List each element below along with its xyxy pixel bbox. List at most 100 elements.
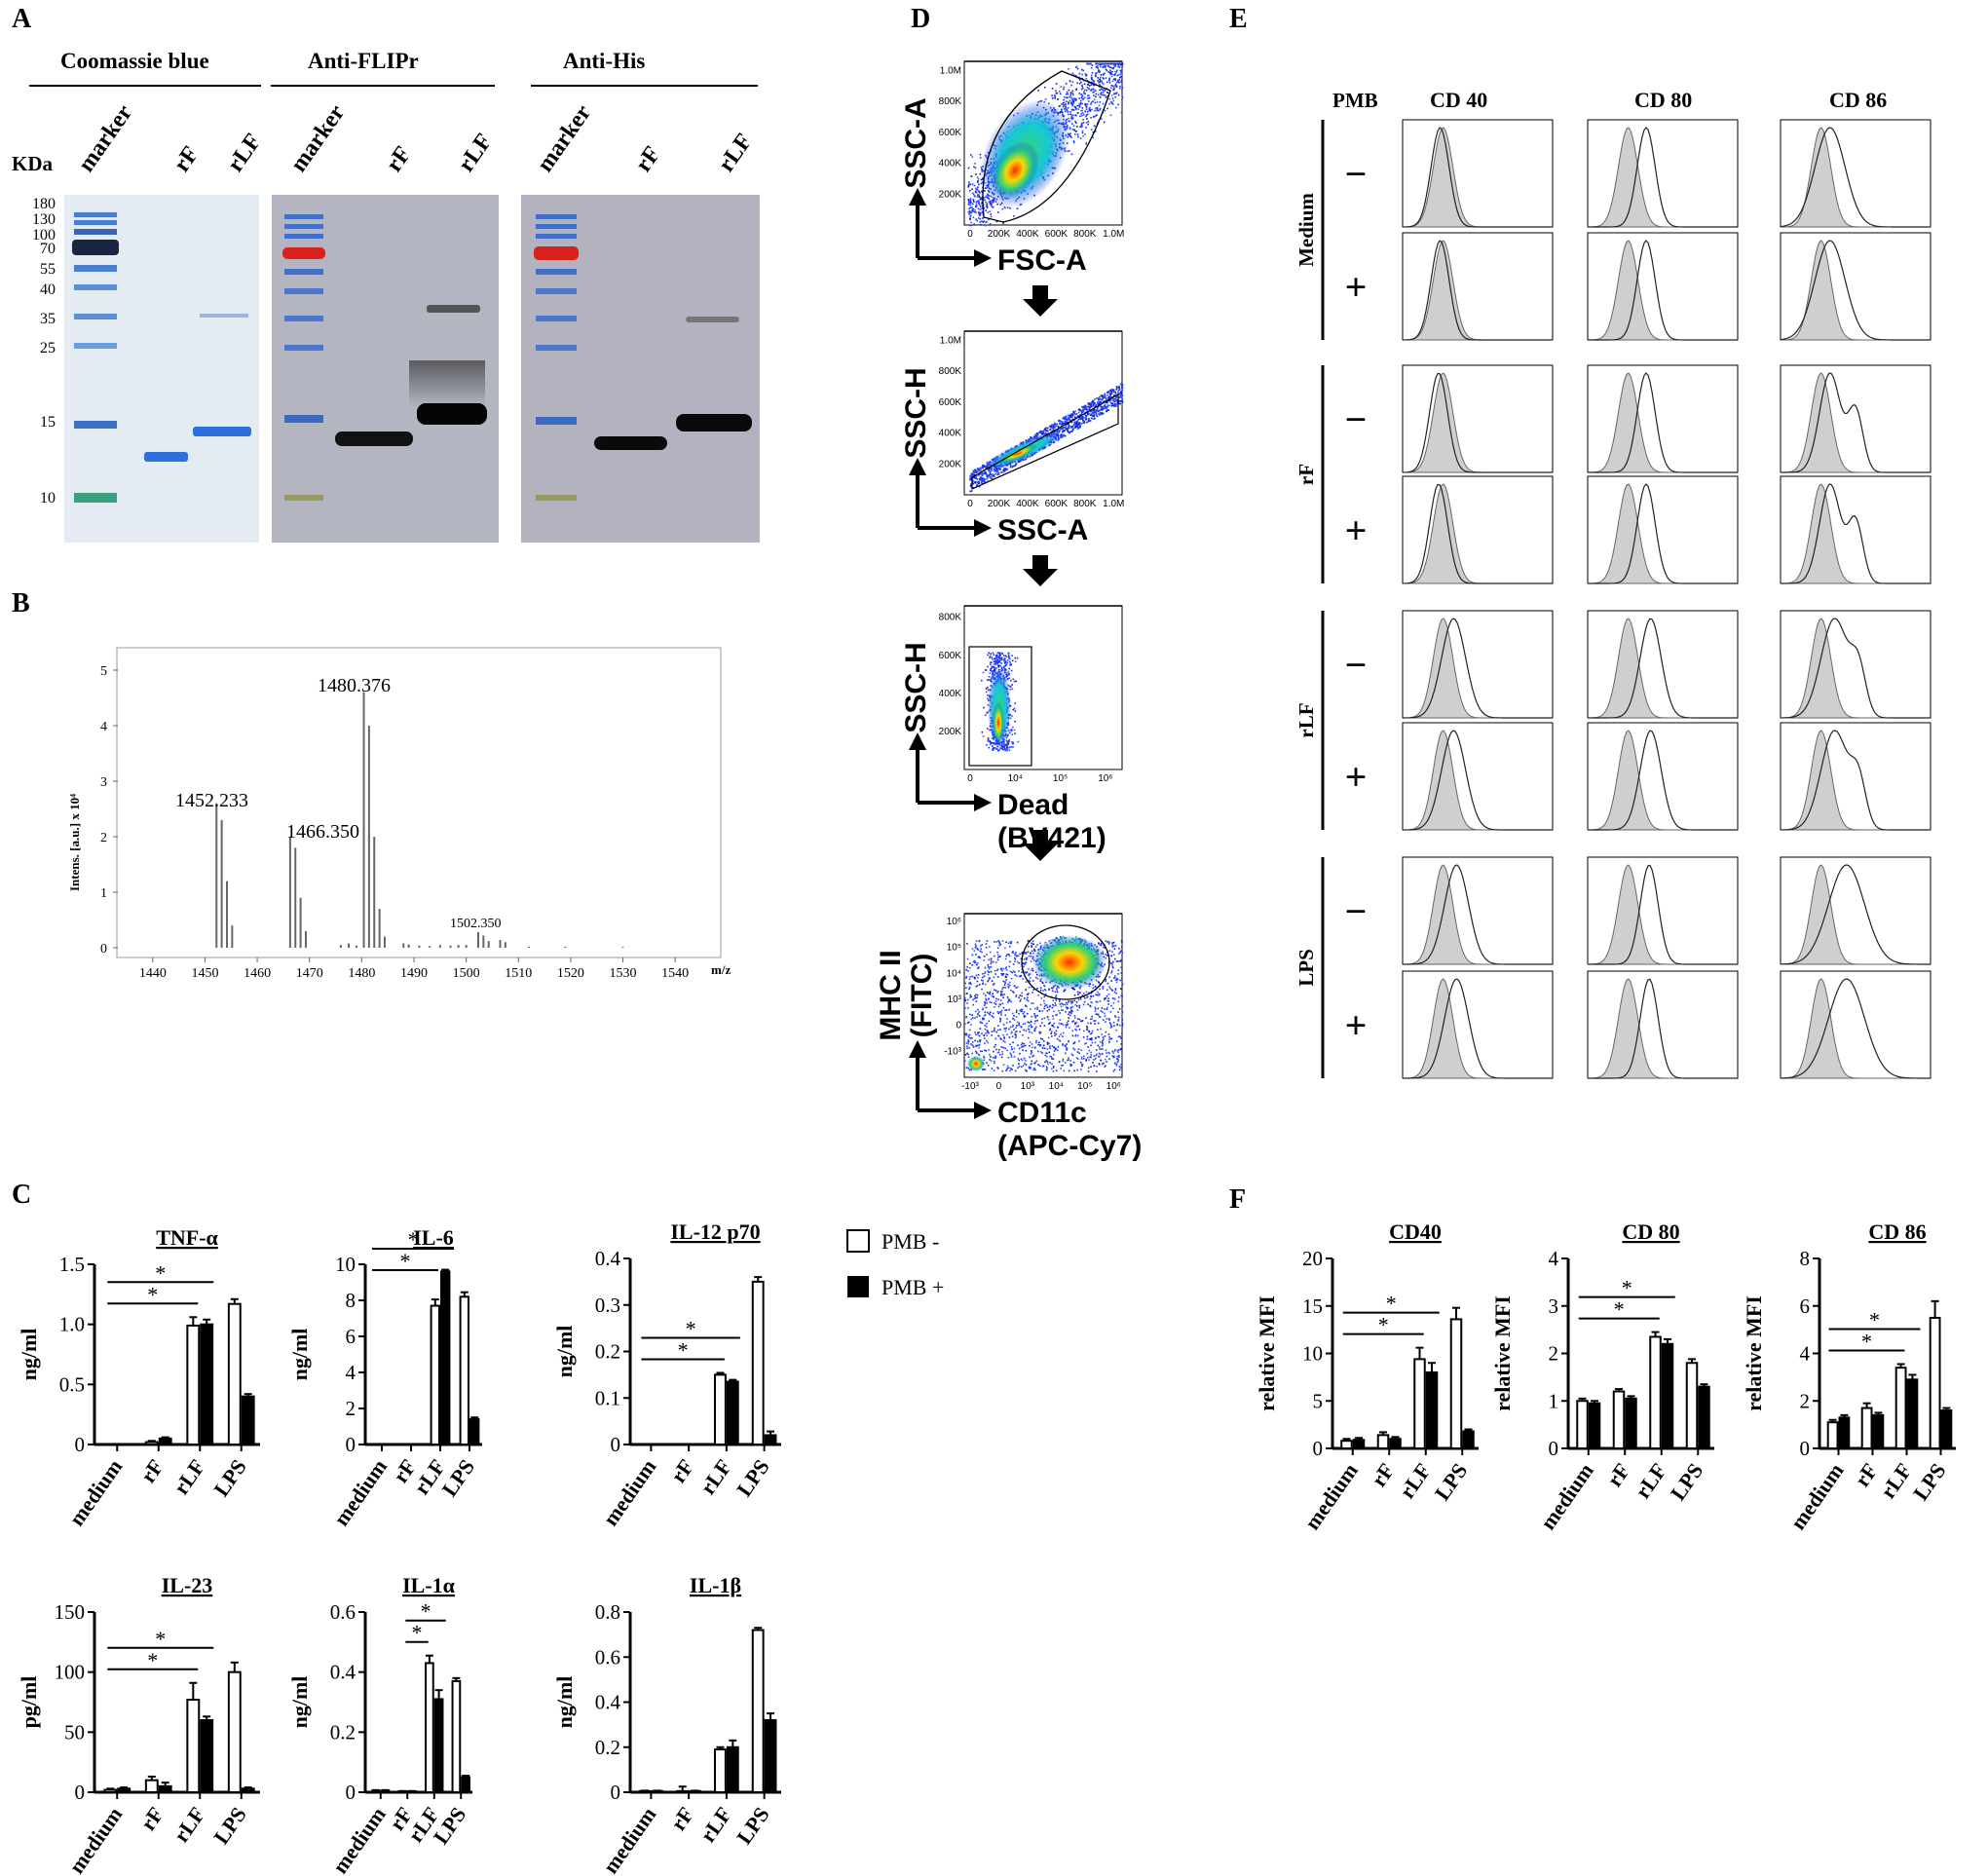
- flow-event: [1083, 409, 1085, 411]
- flow-event: [981, 976, 984, 979]
- flow-event: [1076, 112, 1079, 114]
- flow-event: [978, 469, 981, 471]
- flow-event: [1099, 1053, 1102, 1056]
- flow-event: [1117, 1035, 1120, 1038]
- flow-event: [967, 1053, 969, 1056]
- flow-event: [1045, 429, 1048, 431]
- flow-event: [1032, 952, 1034, 955]
- flow-event: [1030, 1053, 1032, 1055]
- flow-event: [1053, 422, 1056, 425]
- flow-event: [989, 1011, 992, 1014]
- flow-event: [1108, 77, 1110, 80]
- flow-event: [1072, 140, 1075, 142]
- flow-event: [995, 657, 998, 659]
- flow-event: [1007, 654, 1010, 657]
- flow-event: [1003, 993, 1006, 995]
- flow-event: [1066, 1047, 1069, 1049]
- flow-event: [1073, 1041, 1076, 1043]
- flow-event: [1065, 106, 1067, 108]
- flow-event: [968, 986, 971, 989]
- flow-event: [1111, 403, 1114, 406]
- flow-event: [984, 1002, 987, 1005]
- flow-event: [1093, 98, 1096, 101]
- flow-event: [973, 195, 976, 198]
- flow-event: [1068, 1013, 1069, 1016]
- flow-event: [1010, 1045, 1013, 1048]
- flow-event: [1032, 967, 1033, 970]
- flow-event: [1002, 1006, 1005, 1009]
- flow-event: [971, 156, 974, 158]
- flow-event: [1114, 391, 1117, 394]
- flow-event: [1035, 1039, 1037, 1042]
- flow-event: [975, 206, 977, 208]
- flow-event: [1060, 1068, 1063, 1069]
- flow-event: [987, 711, 989, 713]
- flow-event: [1051, 990, 1054, 993]
- flow-event: [1087, 94, 1090, 97]
- flow-event: [986, 1001, 988, 1004]
- flow-event: [1063, 1069, 1066, 1072]
- flow-event: [1071, 414, 1074, 416]
- flow-event: [991, 980, 994, 982]
- flow-event: [992, 670, 994, 672]
- flow-event: [1065, 425, 1068, 428]
- flow-event: [1075, 1001, 1078, 1003]
- flow-event: [1030, 960, 1032, 962]
- flow-event: [1100, 76, 1102, 79]
- flow-event: [1100, 62, 1102, 65]
- flow-event: [1069, 431, 1070, 434]
- flow-event: [1007, 983, 1009, 986]
- flow-event: [1012, 726, 1014, 729]
- flow-event: [980, 477, 983, 479]
- flow-event: [1093, 415, 1096, 418]
- flow-event: [973, 476, 975, 478]
- flow-event: [973, 201, 975, 203]
- flow-density-core: [997, 443, 1038, 465]
- flow-event: [1070, 98, 1073, 100]
- flow-event: [1085, 105, 1088, 108]
- flow-event: [1113, 391, 1115, 393]
- flow-event: [998, 940, 1000, 943]
- flow-event: [969, 189, 971, 192]
- flow-event: [1098, 412, 1100, 415]
- flow-event: [985, 997, 987, 1000]
- flow-event: [983, 479, 986, 481]
- flow-event: [1085, 122, 1088, 124]
- flow-event: [1015, 987, 1018, 989]
- flow-event: [1103, 72, 1105, 75]
- flow-event: [995, 470, 998, 473]
- flow-event: [1038, 1032, 1041, 1034]
- flow-event: [1090, 129, 1093, 131]
- flow-event: [969, 214, 972, 216]
- flow-event: [1071, 418, 1074, 421]
- flow-event: [1049, 1045, 1051, 1047]
- flow-event: [1107, 997, 1109, 1000]
- flow-event: [968, 212, 970, 215]
- flow-event: [966, 1047, 968, 1050]
- flow-event: [978, 196, 981, 199]
- flow-event: [1084, 103, 1086, 105]
- flow-event: [1111, 73, 1113, 76]
- band-coomassie-rf: [144, 452, 188, 462]
- flow-event: [984, 478, 987, 480]
- flow-event: [1035, 1041, 1037, 1044]
- flow-event: [1101, 1053, 1104, 1055]
- flow-event: [988, 946, 991, 948]
- flow-event: [983, 975, 986, 978]
- flow-event: [1012, 952, 1014, 955]
- flow-event: [991, 206, 993, 207]
- flow-event: [1044, 989, 1046, 991]
- flow-event: [1055, 425, 1058, 428]
- flow-event: [1092, 131, 1095, 133]
- flow-event: [1121, 1023, 1124, 1025]
- flow-event: [1112, 399, 1114, 402]
- flow-event: [1115, 981, 1118, 984]
- flow-event: [1101, 92, 1103, 94]
- flow-event: [994, 1037, 997, 1040]
- flow-event: [1008, 998, 1011, 1001]
- flow-event: [1043, 984, 1045, 987]
- flow-event: [1023, 962, 1025, 965]
- flow-event: [1069, 132, 1071, 135]
- flow-event: [1071, 114, 1074, 117]
- flow-event: [1010, 465, 1012, 468]
